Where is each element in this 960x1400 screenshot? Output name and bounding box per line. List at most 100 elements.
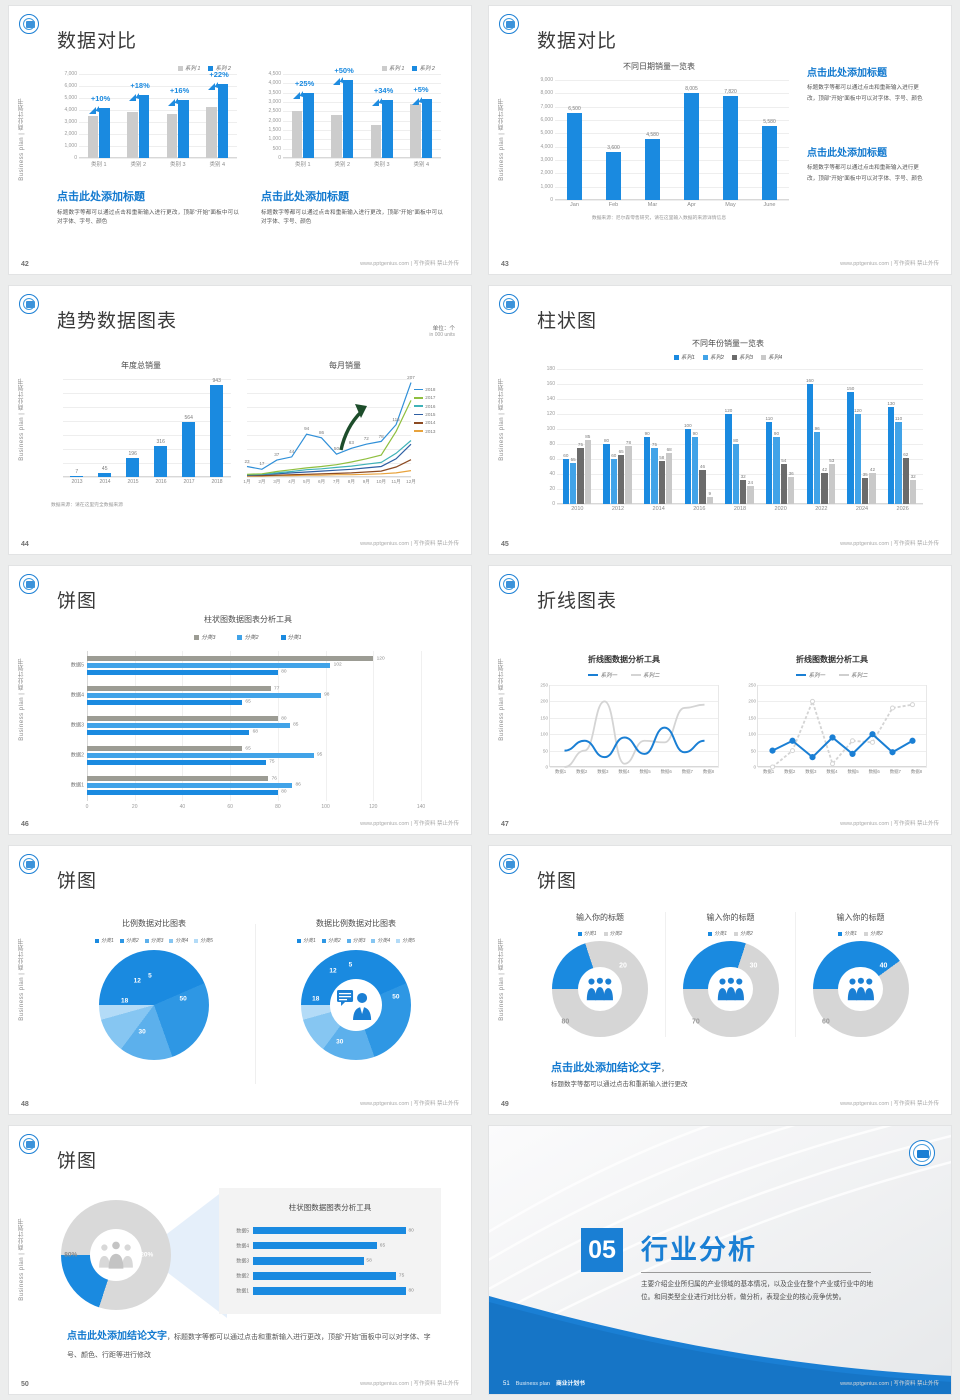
slice-value-label: 18 [121, 997, 129, 1005]
gridline [79, 134, 237, 135]
chart-title: 折线图数据分析工具 [796, 655, 868, 664]
donut-hole [838, 966, 883, 1012]
y-axis-label: 数据3 [236, 1258, 249, 1265]
bar-value-label: 76 [271, 776, 277, 781]
bar: 120 [854, 408, 862, 504]
sidebar-label: Business plan | 商业计划书 [499, 658, 505, 741]
donut-hole [708, 966, 753, 1012]
bar-value-label: 120 [376, 656, 385, 661]
section-body: 主要介绍企业所归属的产业领域的基本情况，以及企业在整个产业或行业中的地位。和同类… [641, 1281, 873, 1301]
bar: 90 [773, 431, 780, 504]
slide-50: 饼图 Business plan | 商业计划书 80% 20% 柱状图数据图表分… [8, 1125, 472, 1395]
bar: 160 [806, 378, 814, 504]
legend-label: 分类2 [609, 931, 623, 937]
legend-item: 分类4 [371, 937, 390, 944]
x-axis-label: 10月 [376, 479, 387, 484]
x-axis-label: 11月 [391, 479, 401, 484]
gridline [63, 435, 231, 436]
slice-value-label: 40 [879, 962, 888, 970]
legend-swatch [414, 396, 424, 399]
slice-value-label: 80% [64, 1251, 78, 1259]
gridline [283, 92, 441, 94]
legend-label: 2018 [425, 386, 436, 392]
donut-hole [89, 1228, 143, 1282]
legend-label: 分类3 [150, 938, 164, 944]
legend-item: 2014 [414, 420, 436, 425]
page-title: 饼图 [57, 1151, 98, 1172]
gridline [247, 421, 411, 422]
bar [166, 113, 178, 158]
gridline [550, 701, 719, 703]
sidebar-label: Business plan | 商业计划书 [19, 938, 25, 1021]
y-axis-label: 1,000 [540, 183, 553, 190]
gridline [550, 685, 719, 686]
x-axis-label: 2013 [71, 479, 83, 485]
y-axis-label: 3,000 [64, 119, 77, 125]
slice-value-label: 60 [822, 1018, 830, 1026]
legend-swatch [371, 938, 376, 943]
section-number: 05 [581, 1228, 623, 1272]
y-axis-label: 0 [753, 764, 756, 770]
x-axis-label: 7月 [332, 479, 341, 484]
gridline [555, 106, 789, 108]
growth-annotation: +10% [90, 94, 111, 104]
gridline [550, 767, 719, 768]
slide-42: 数据对比 Business plan | 商业计划书 系列 1 系列 2 7,0… [8, 5, 472, 275]
bar: 75 [577, 442, 584, 504]
data-point-label: 23 [244, 458, 250, 464]
logo-icon [19, 294, 39, 314]
legend-item: 分类3 [346, 937, 365, 944]
legend-label: 系列1 [680, 355, 695, 361]
x-axis-line [283, 157, 441, 158]
arrow-icon [128, 89, 139, 101]
legend-item: 分类2 [119, 937, 139, 944]
people-icon [717, 977, 744, 1001]
bar-value-label: 160 [805, 378, 814, 383]
bar-value-label: 120 [853, 408, 862, 413]
y-axis-label: 100 [546, 426, 555, 432]
x-axis-label: 数据4 [826, 769, 838, 774]
bar-value-label: 6,500 [568, 106, 581, 113]
x-axis-label: Mar [647, 202, 658, 208]
bar-value-label: 96 [814, 426, 820, 431]
legend-item: 分类2 [237, 633, 259, 641]
footer-credit: www.pptgenius.com | 写作资料 禁止外传 [360, 821, 459, 827]
gridline [758, 734, 927, 736]
y-axis-label: 250 [540, 682, 548, 688]
legend-label: 分类2 [244, 635, 259, 641]
gridline [79, 110, 237, 111]
text-heading: 点击此处添加标题 [57, 191, 145, 203]
gridline [555, 93, 789, 95]
slide-43: 数据对比 Business plan | 商业计划书 不同日期销量一览表 9,0… [488, 5, 952, 275]
bar-value-label: 85 [585, 434, 591, 440]
slide-51: 05 行业分析 主要介绍企业所归属的产业领域的基本情况，以及企业在整个产业或行业… [488, 1125, 952, 1395]
growth-annotation: +22% [209, 70, 229, 80]
data-point-label: 72 [363, 436, 369, 442]
gridline [247, 449, 411, 450]
donut-hole [329, 978, 383, 1032]
y-axis-label: 7,000 [64, 71, 77, 77]
bar-value-label: 75 [398, 1273, 405, 1279]
chart-bar-right: 系列 1 系列 2 4,500 4,000 3,500 3,000 2,500 2,000… [261, 64, 441, 174]
bar [217, 84, 229, 158]
gridline [283, 74, 441, 75]
legend-swatch [346, 938, 351, 943]
section-title: 行业分析 [641, 1235, 757, 1265]
bar: 54 [780, 458, 787, 504]
bar: 110 [765, 416, 773, 504]
slide-49: 饼图 Business plan | 商业计划书 输入你的标题 分类1 分类2 20 8… [488, 845, 952, 1115]
donut-card: 输入你的标题 分类1 分类2 40 60 [795, 912, 925, 1037]
x-axis-label: 2014 [99, 479, 111, 485]
bar-value-label: 54 [781, 457, 787, 463]
chart-line-markers: 折线图数据分析工具 系列一 系列二 250 200 150 100 50 0 数据1 数据2 数… [737, 654, 927, 789]
legend-item: 系列4 [761, 353, 782, 361]
bar: 564 [182, 415, 196, 477]
y-axis-label: 4,000 [64, 107, 77, 113]
bar [421, 99, 433, 158]
y-axis-label: 5,000 [540, 130, 553, 137]
legend-item: 分类4 [169, 937, 188, 944]
arrow-icon [332, 73, 343, 86]
slice-value-label: 20% [140, 1251, 154, 1259]
y-axis-label: 2,000 [540, 170, 553, 177]
data-point-label: 94 [304, 426, 310, 432]
